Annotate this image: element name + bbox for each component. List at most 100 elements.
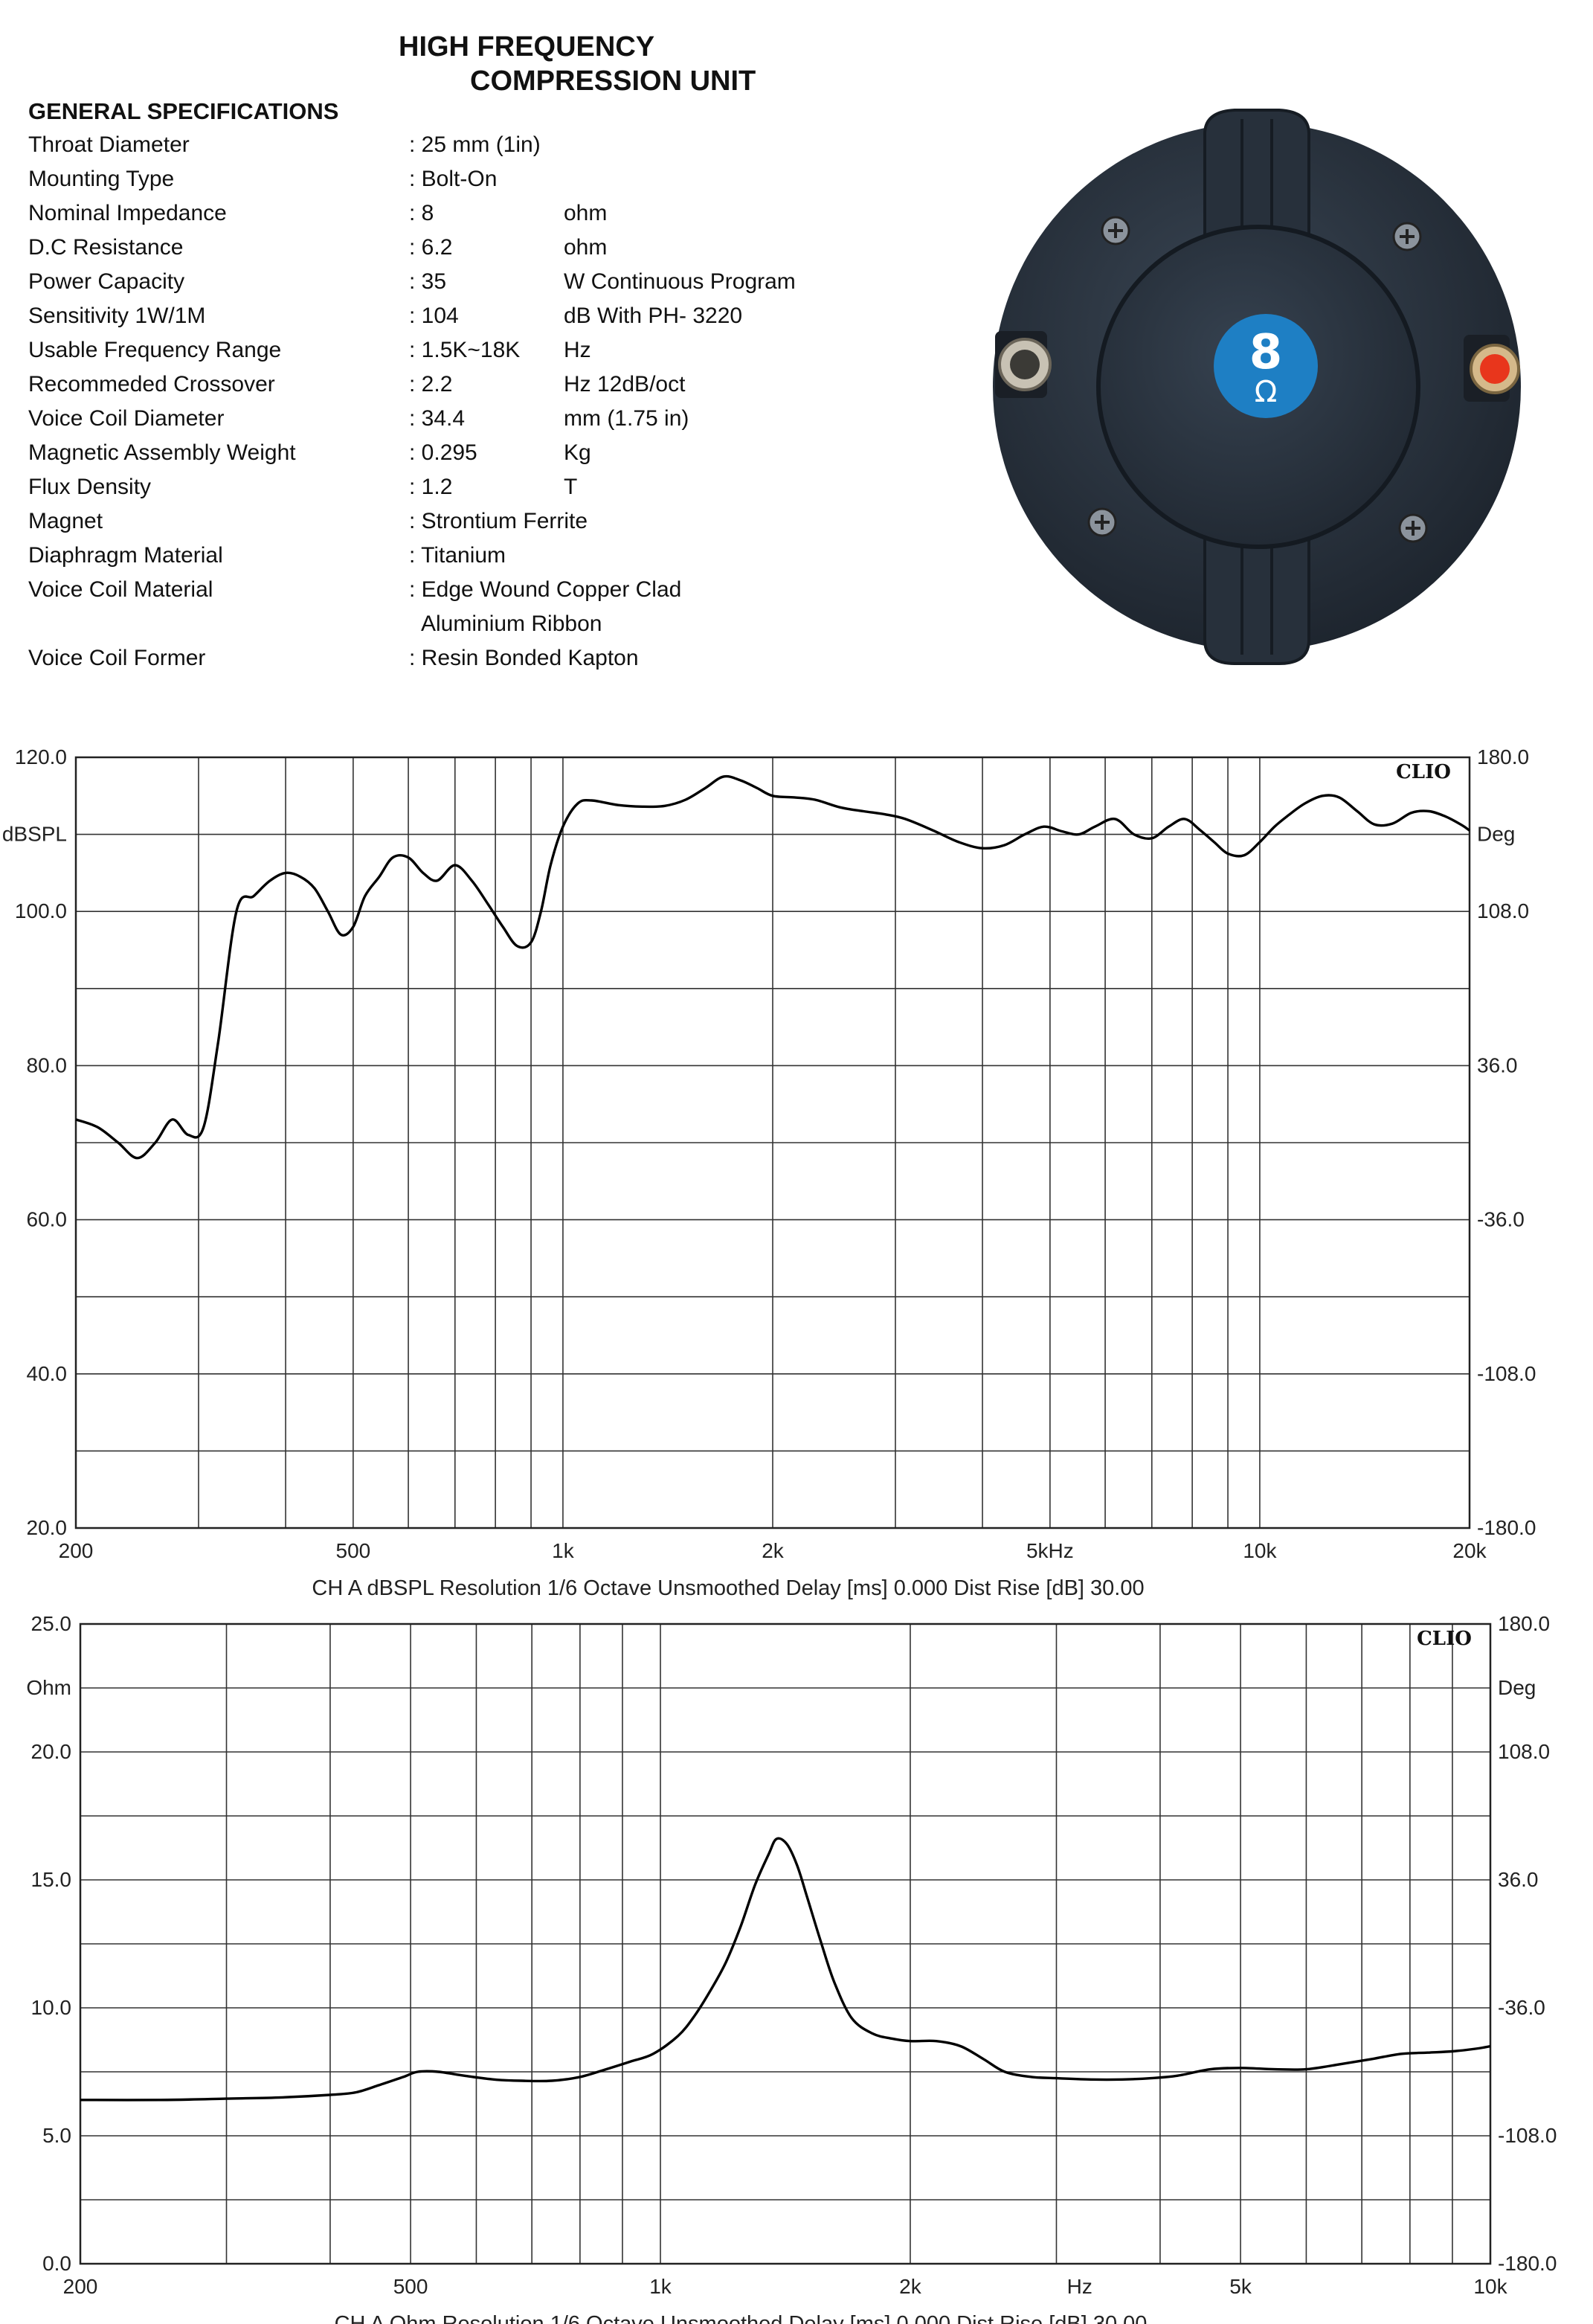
spec-unit: Hz 12dB/oct — [564, 372, 686, 397]
impedance-badge — [1214, 314, 1318, 418]
right-tick-label: -36.0 — [1498, 1996, 1545, 2019]
right-tick-label: 180.0 — [1477, 745, 1529, 768]
spec-label: Usable Frequency Range — [28, 338, 282, 362]
y-tick-label: 100.0 — [15, 899, 67, 922]
x-tick-label: 1k — [552, 1539, 575, 1562]
y-tick-label: 40.0 — [27, 1362, 68, 1385]
spec-row: Throat Diameter : 25 mm (1in) — [0, 132, 892, 167]
right-tick-label: 180.0 — [1498, 1612, 1550, 1635]
x-tick-label: 5k — [1229, 2275, 1252, 2298]
y-tick-label: 20.0 — [27, 1516, 68, 1539]
spec-unit: W Continuous Program — [564, 269, 796, 294]
spec-label: Magnetic Assembly Weight — [28, 440, 296, 465]
spec-unit: Kg — [564, 440, 591, 465]
chart-footer: CH A dBSPL Resolution 1/6 Octave Unsmoot… — [312, 1576, 1144, 1600]
spec-row: Mounting Type : Bolt-On — [0, 167, 892, 201]
spec-value: : 1.5K~18K — [409, 338, 521, 362]
x-tick-label: Hz — [1067, 2275, 1092, 2298]
bottom-rib — [1203, 527, 1310, 665]
spec-row: Voice Coil Diameter : 34.4 mm (1.75 in) — [0, 406, 892, 440]
spec-row: Magnet : Strontium Ferrite — [0, 509, 892, 543]
spec-unit: T — [564, 475, 578, 499]
spec-row: Nominal Impedance : 8 ohm — [0, 201, 892, 235]
spec-value: : 0.295 — [409, 440, 477, 465]
spec-unit: ohm — [564, 235, 608, 260]
x-tick-label: 10k — [1473, 2275, 1507, 2298]
screw-icon — [1101, 216, 1130, 245]
spec-label: D.C Resistance — [28, 235, 184, 260]
spec-row: Diaphragm Material : Titanium — [0, 543, 892, 577]
right-tick-label: 36.0 — [1477, 1053, 1518, 1076]
x-tick-label: 20k — [1452, 1539, 1487, 1562]
spec-label: Flux Density — [28, 475, 152, 499]
spec-value: : 104 — [409, 304, 459, 328]
spec-row: Voice Coil Material : Edge Wound Copper … — [0, 577, 892, 612]
right-tick-label: 108.0 — [1498, 1740, 1550, 1763]
spec-label: Sensitivity 1W/1M — [28, 304, 206, 328]
screw-icon — [1392, 222, 1422, 251]
spec-value: : 34.4 — [409, 406, 466, 431]
spec-value: : 6.2 — [409, 235, 453, 260]
impedance-chart-svg: 25.0 20.0 15.0 10.0 5.0 0.0 Ohm 180.0 108.0 36.0 -… — [26, 1612, 1557, 2324]
title-line-1: HIGH FREQUENCY — [399, 31, 655, 62]
spec-heading: GENERAL SPECIFICATIONS — [28, 98, 339, 124]
badge-number: 8 — [1249, 325, 1283, 380]
product-photo: 8 Ω — [993, 109, 1521, 665]
impedance-chart: 25.0 20.0 15.0 10.0 5.0 0.0 Ohm 180.0 108.0 36.0 -… — [0, 1603, 1593, 2324]
spec-label: Mounting Type — [28, 167, 175, 191]
spec-value: : Resin Bonded Kapton — [409, 646, 639, 670]
right-tick-label: -108.0 — [1477, 1362, 1536, 1385]
spec-label: Throat Diameter — [28, 132, 190, 157]
spec-value: : 2.2 — [409, 372, 453, 397]
plot-frame — [74, 756, 1471, 1529]
spec-value: : Edge Wound Copper Clad — [409, 577, 682, 602]
spec-row: Recommeded Crossover : 2.2 Hz 12dB/oct — [0, 372, 892, 406]
spec-unit: Hz — [564, 338, 591, 362]
x-tick-label: 5kHz — [1026, 1539, 1074, 1562]
spec-row: Usable Frequency Range : 1.5K~18K Hz — [0, 338, 892, 372]
spec-label: Diaphragm Material — [28, 543, 223, 568]
spec-value: : Strontium Ferrite — [409, 509, 588, 533]
spec-value: : 8 — [409, 201, 434, 225]
series-line — [75, 774, 1471, 1160]
spec-row: Power Capacity : 35 W Continuous Program — [0, 269, 892, 304]
spec-row: Magnetic Assembly Weight : 0.295 Kg — [0, 440, 892, 475]
title-line-2: COMPRESSION UNIT — [470, 65, 756, 97]
y-tick-label: 10.0 — [31, 1996, 72, 2019]
chart-footer: CH A Ohm Resolution 1/6 Octave Unsmoothe… — [335, 2312, 1148, 2324]
spec-unit: ohm — [564, 201, 608, 225]
clio-watermark: CLIO — [1396, 761, 1451, 783]
spec-value: : Titanium — [409, 543, 506, 568]
spl-chart: 120.0 100.0 80.0 60.0 40.0 20.0 dBSPL 180.0 108.… — [0, 736, 1593, 1600]
x-tick-label: 1k — [649, 2275, 672, 2298]
spec-label: Voice Coil Material — [28, 577, 213, 602]
y-unit-label: Ohm — [26, 1676, 71, 1699]
x-tick-label: 500 — [393, 2275, 428, 2298]
spec-value: : Bolt-On — [409, 167, 498, 191]
right-unit-label: Deg — [1477, 823, 1515, 846]
x-tick-label: 200 — [63, 2275, 98, 2298]
y-tick-label: 20.0 — [31, 1740, 72, 1763]
y-tick-label: 60.0 — [27, 1208, 68, 1231]
clio-watermark: CLIO — [1417, 1628, 1472, 1650]
spec-value-continued: Aluminium Ribbon — [421, 612, 602, 636]
y-unit-label: dBSPL — [2, 823, 67, 846]
terminal-black-icon — [995, 331, 1052, 398]
spl-chart-svg: 120.0 100.0 80.0 60.0 40.0 20.0 dBSPL 180.0 108.… — [2, 745, 1536, 1600]
x-tick-label: 500 — [336, 1539, 371, 1562]
y-tick-label: 120.0 — [15, 745, 67, 768]
spec-row: D.C Resistance : 6.2 ohm — [0, 235, 892, 269]
right-unit-label: Deg — [1498, 1676, 1536, 1699]
spec-value: : 25 mm (1in) — [409, 132, 541, 157]
terminal-red-icon — [1464, 335, 1520, 402]
y-tick-label: 80.0 — [27, 1053, 68, 1076]
spec-row: Flux Density : 1.2 T — [0, 475, 892, 509]
spec-label: Power Capacity — [28, 269, 185, 294]
x-tick-label: 10k — [1243, 1539, 1277, 1562]
y-tick-label: 15.0 — [31, 1868, 72, 1891]
y-tick-label: 25.0 — [31, 1612, 72, 1635]
x-tick-label: 200 — [59, 1539, 94, 1562]
right-tick-label: -108.0 — [1498, 2124, 1557, 2147]
spec-label: Magnet — [28, 509, 103, 533]
spec-row: Voice Coil Former : Resin Bonded Kapton — [0, 646, 892, 680]
